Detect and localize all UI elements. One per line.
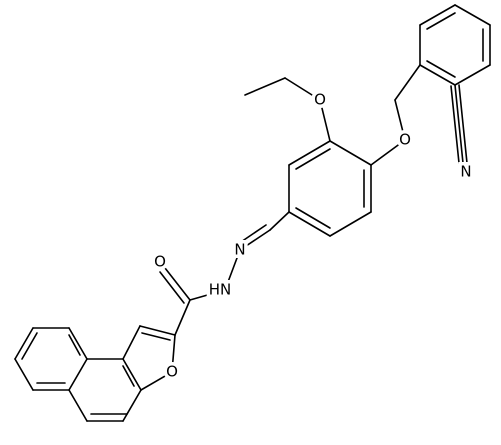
atom-label: O	[154, 253, 166, 271]
atom-label: HN	[209, 281, 232, 299]
atom-label: O	[314, 91, 326, 109]
atom-label: N	[460, 163, 471, 181]
atom-label: O	[399, 131, 411, 149]
atom-label: N	[234, 241, 245, 259]
atom-label: O	[166, 363, 178, 381]
bonds	[14, 4, 491, 422]
